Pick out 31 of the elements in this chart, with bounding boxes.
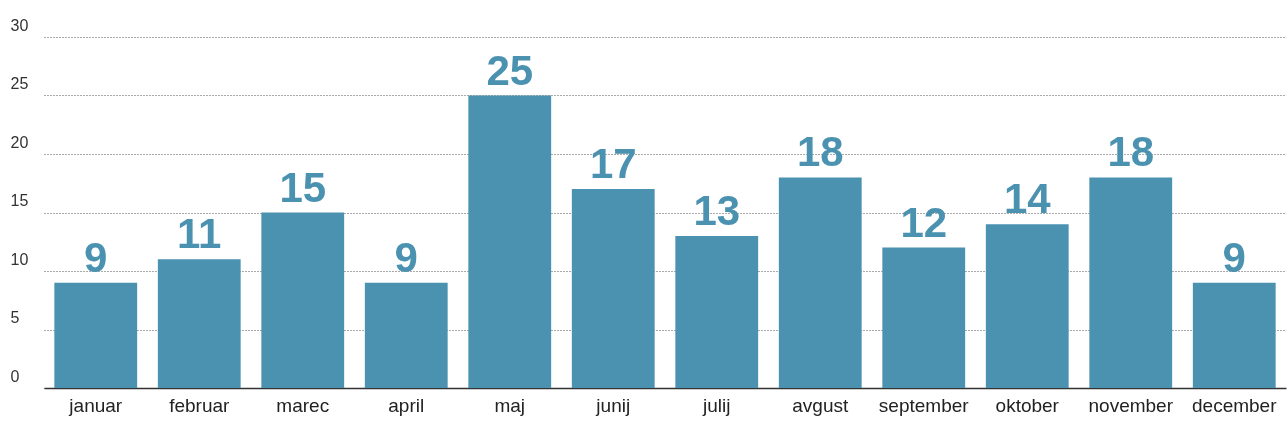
data-label: 17: [589, 140, 637, 188]
x-tick-label: september: [878, 394, 970, 416]
x-tick-label: junij: [595, 394, 631, 416]
x-tick-label: februar: [169, 394, 231, 416]
data-label: 15: [279, 163, 327, 211]
x-tick-label: januar: [68, 394, 123, 416]
x-tick-label: december: [1192, 394, 1278, 416]
x-tick-label: november: [1088, 394, 1174, 416]
data-label: 11: [177, 210, 222, 258]
y-tick-label: 15: [10, 192, 29, 209]
y-tick-label: 25: [10, 75, 29, 92]
data-label: 9: [84, 233, 108, 281]
x-tick-label: avgust: [792, 394, 849, 416]
data-label: 13: [693, 186, 741, 234]
y-tick-label: 10: [10, 250, 29, 268]
x-tick-label: marec: [276, 394, 330, 416]
y-tick-label: 20: [10, 133, 29, 151]
y-tick-label: 5: [10, 309, 20, 326]
x-tick-label: maj: [494, 394, 526, 416]
x-tick-label: april: [388, 394, 425, 416]
data-label: 18: [1107, 128, 1155, 176]
y-tick-label: 0: [10, 367, 20, 385]
y-tick-label: 30: [10, 16, 29, 34]
x-tick-label: oktober: [995, 394, 1060, 416]
data-label: 12: [900, 198, 948, 246]
data-label: 14: [1003, 175, 1052, 223]
x-tick-label: julij: [702, 394, 731, 416]
data-label: 25: [486, 46, 534, 94]
data-label: 9: [394, 233, 418, 281]
data-label: 18: [796, 128, 844, 176]
data-label: 9: [1222, 233, 1246, 281]
